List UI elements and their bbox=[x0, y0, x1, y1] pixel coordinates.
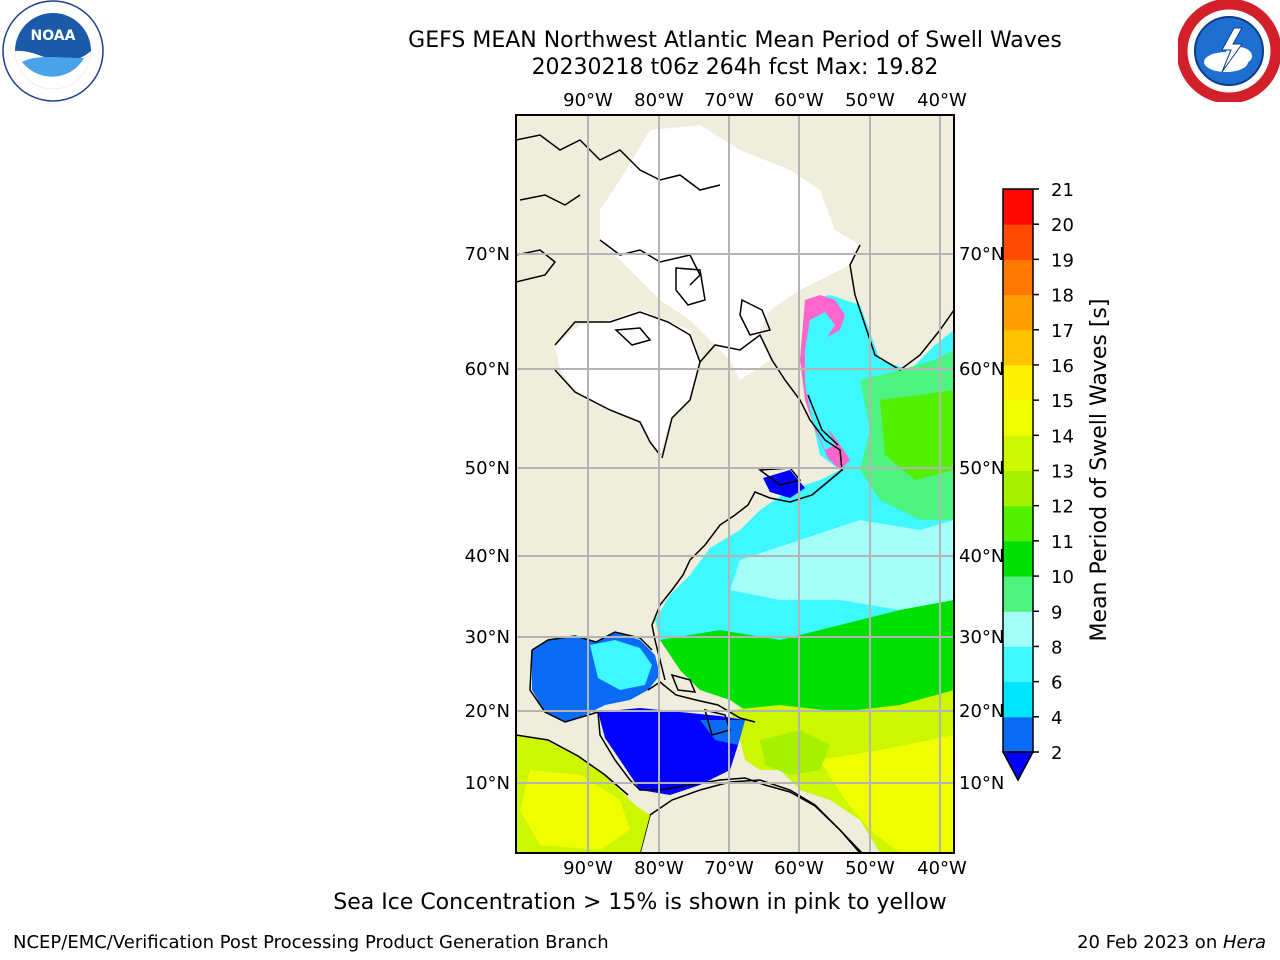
lat-ticks-left: 70°N 60°N 50°N 40°N 30°N 20°N 10°N bbox=[465, 244, 510, 794]
lat-ticks-right: 70°N 60°N 50°N 40°N 30°N 20°N 10°N bbox=[959, 244, 1004, 794]
sea-ice-hudson bbox=[555, 310, 700, 455]
colorbar-segment bbox=[1003, 259, 1033, 296]
lat-tick-right: 50°N bbox=[959, 458, 1004, 479]
lat-tick-left: 20°N bbox=[465, 701, 510, 722]
colorbar-segment bbox=[1003, 576, 1033, 612]
lat-tick-left: 40°N bbox=[465, 546, 510, 567]
lon-tick-top: 50°W bbox=[845, 90, 895, 111]
footer-host: Hera bbox=[1222, 932, 1266, 953]
chart-subtitle: 20230218 t06z 264h fcst Max: 19.82 bbox=[531, 55, 939, 80]
footer-credit: NCEP/EMC/Verification Post Processing Pr… bbox=[13, 932, 609, 953]
lon-tick-bottom: 60°W bbox=[774, 858, 824, 879]
map-frame bbox=[515, 114, 955, 854]
lon-tick-top: 60°W bbox=[774, 90, 824, 111]
colorbar-tick-label: 16 bbox=[1051, 356, 1074, 377]
colorbar-segment bbox=[1003, 189, 1033, 225]
chart-title: GEFS MEAN Northwest Atlantic Mean Period… bbox=[408, 28, 1062, 53]
colorbar-segment bbox=[1003, 646, 1033, 683]
noaa-logo: NOAA bbox=[2, 0, 104, 102]
colorbar-tick-label: 11 bbox=[1051, 532, 1074, 553]
colorbar-segment bbox=[1003, 294, 1033, 331]
sea-ice-labrador-inner bbox=[805, 312, 835, 450]
colorbar-tick-label: 15 bbox=[1051, 391, 1074, 412]
lon-tick-top: 80°W bbox=[634, 90, 684, 111]
footer-date-text: 20 Feb 2023 on bbox=[1077, 932, 1223, 953]
ocean-yellow-tropical bbox=[820, 735, 954, 853]
colorbar-segment bbox=[1003, 435, 1033, 471]
noaa-logo-text: NOAA bbox=[31, 28, 76, 44]
ocean-green-east2 bbox=[880, 390, 954, 480]
lat-tick-right: 40°N bbox=[959, 546, 1004, 567]
colorbar-tick-label: 17 bbox=[1051, 321, 1074, 342]
colorbar-segment bbox=[1003, 611, 1033, 647]
colorbar-segment bbox=[1003, 329, 1033, 366]
colorbar-segment bbox=[1003, 224, 1033, 260]
gridlines bbox=[516, 115, 954, 853]
colorbar-tick-label: 20 bbox=[1051, 215, 1074, 236]
colorbar-segment bbox=[1003, 400, 1033, 436]
colorbar-tick-label: 12 bbox=[1051, 497, 1074, 518]
ocean-green-band bbox=[660, 600, 954, 720]
colorbar-segment bbox=[1003, 364, 1033, 401]
colorbar-tick-label: 10 bbox=[1051, 567, 1074, 588]
lat-tick-left: 10°N bbox=[465, 773, 510, 794]
lat-tick-left: 30°N bbox=[465, 627, 510, 648]
lon-tick-bottom: 70°W bbox=[704, 858, 754, 879]
lon-tick-bottom: 50°W bbox=[845, 858, 895, 879]
colorbar-tick-label: 19 bbox=[1051, 250, 1074, 271]
nws-logo bbox=[1178, 0, 1280, 102]
lon-tick-top: 90°W bbox=[563, 90, 613, 111]
lon-ticks-bottom: 90°W 80°W 70°W 60°W 50°W 40°W bbox=[563, 858, 967, 879]
footer-date: 20 Feb 2023 on Hera bbox=[1077, 932, 1266, 953]
colorbar-tick-label: 4 bbox=[1051, 708, 1062, 729]
colorbar-tick-label: 6 bbox=[1051, 673, 1062, 694]
colorbar-segment bbox=[1003, 681, 1033, 718]
lon-tick-bottom: 90°W bbox=[563, 858, 613, 879]
lat-tick-right: 20°N bbox=[959, 701, 1004, 722]
gulf-cyan bbox=[590, 640, 652, 690]
colorbar-tick-label: 18 bbox=[1051, 286, 1074, 307]
lon-tick-top: 70°W bbox=[704, 90, 754, 111]
lat-tick-left: 50°N bbox=[465, 458, 510, 479]
colorbar-tick-label: 14 bbox=[1051, 426, 1074, 447]
colorbar-segment bbox=[1003, 716, 1033, 753]
ocean-green-patch bbox=[760, 730, 830, 775]
lon-tick-bottom: 40°W bbox=[917, 858, 967, 879]
map-content bbox=[516, 115, 954, 853]
lon-tick-top: 40°W bbox=[917, 90, 967, 111]
colorbar-under-arrow bbox=[1001, 751, 1035, 782]
lat-tick-right: 10°N bbox=[959, 773, 1004, 794]
lon-tick-bottom: 80°W bbox=[634, 858, 684, 879]
colorbar-tick-label: 21 bbox=[1051, 180, 1074, 201]
colorbar-tick-label: 9 bbox=[1051, 602, 1062, 623]
ice-note: Sea Ice Concentration > 15% is shown in … bbox=[333, 890, 947, 915]
colorbar: 2 4 6 8 9 10 11 12 13 14 15 16 17 18 19 20 21 bbox=[1001, 180, 1074, 782]
colorbar-segment bbox=[1003, 505, 1033, 542]
lat-tick-left: 60°N bbox=[465, 359, 510, 380]
colorbar-tick-label: 8 bbox=[1051, 637, 1062, 658]
pacific-swell-yellow bbox=[520, 770, 630, 850]
lat-tick-left: 70°N bbox=[465, 244, 510, 265]
colorbar-segment bbox=[1003, 470, 1033, 507]
lat-tick-right: 30°N bbox=[959, 627, 1004, 648]
colorbar-segment bbox=[1003, 540, 1033, 577]
lat-tick-right: 70°N bbox=[959, 244, 1004, 265]
lon-ticks-top: 90°W 80°W 70°W 60°W 50°W 40°W bbox=[563, 90, 967, 111]
colorbar-tick-label: 2 bbox=[1051, 743, 1062, 764]
ocean-lightcyan bbox=[730, 520, 954, 610]
colorbar-label: Mean Period of Swell Waves [s] bbox=[1087, 299, 1112, 642]
colorbar-tick-label: 13 bbox=[1051, 462, 1074, 483]
lat-tick-right: 60°N bbox=[959, 359, 1004, 380]
